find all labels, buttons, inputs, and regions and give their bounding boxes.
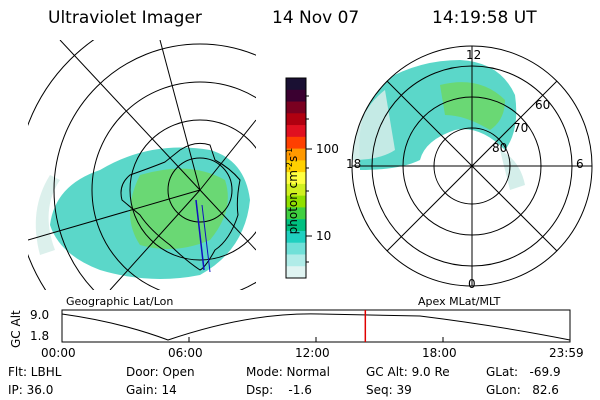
status-door: Door: Open [126,365,195,379]
colorbar-segment [286,160,306,173]
altitude-curve [61,313,571,341]
status-gc-alt: GC Alt: 9.0 Re [366,365,450,379]
status-mode: Mode: Normal [246,365,330,379]
colorbar-segment [286,101,306,114]
mlat-label-70: 70 [513,121,529,135]
colorbar-segment [286,113,306,126]
status-ip: IP: 36.0 [8,383,54,397]
mlt-label-12: 12 [466,48,482,62]
mlat-label-80: 80 [492,141,508,155]
xtick-0000: 00:00 [41,346,76,360]
altitude-ytick-low: 1.8 [30,329,50,343]
xtick-0600: 06:00 [168,346,203,360]
altitude-ytick-high: 9.0 [30,308,50,322]
colorbar-tick-10: 10 [316,229,332,243]
mlt-label-18: 18 [346,157,362,171]
date-label: 14 Nov 07 [272,8,360,28]
colorbar-segment [286,78,306,91]
geographic-map [28,40,256,290]
aurora-halo-right [352,90,395,160]
left-map-caption: Geographic Lat/Lon [66,295,174,308]
colorbar-segment [286,219,306,232]
status-seq: Seq: 39 [366,383,412,397]
colorbar-segment [286,136,306,150]
colorbar-segment [286,89,306,103]
colorbar-unit-label: photon cm-2s-1 [285,147,300,235]
colorbar-segment [286,148,306,161]
colorbar-segment [286,242,306,255]
altitude-ylabel: GC Alt [9,310,23,348]
aurora-halo-left [35,175,60,255]
colorbar-segment [286,230,306,244]
mlt-label-0: 0 [468,277,476,291]
colorbar-segment [286,207,306,220]
continent-outline [120,142,241,271]
right-map-caption: Apex MLat/MLT [418,295,501,308]
time-label: 14:19:58 UT [432,8,537,28]
colorbar [286,78,306,279]
xtick-1200: 12:00 [295,346,330,360]
status-glon: GLon: 82.6 [486,383,559,397]
colorbar-segment [286,172,306,185]
colorbar-segment [286,183,306,197]
colorbar-tick-100: 100 [316,142,339,156]
xtick-1800: 18:00 [422,346,457,360]
status-dsp: Dsp: -1.6 [246,383,312,397]
instrument-title: Ultraviolet Imager [48,8,202,28]
magnetic-map [352,60,525,190]
status-glat: GLat: -69.9 [486,365,561,379]
colorbar-segment [286,125,306,138]
colorbar-segment [286,195,306,208]
status-gain: Gain: 14 [126,383,177,397]
xtick-2359: 23:59 [549,346,584,360]
aurora-core-left [130,168,228,249]
mlt-label-6: 6 [576,157,584,171]
mlat-label-60: 60 [535,98,551,112]
colorbar-segment [286,266,306,279]
status-flt: Flt: LBHL [8,365,62,379]
colorbar-segment [286,254,306,267]
